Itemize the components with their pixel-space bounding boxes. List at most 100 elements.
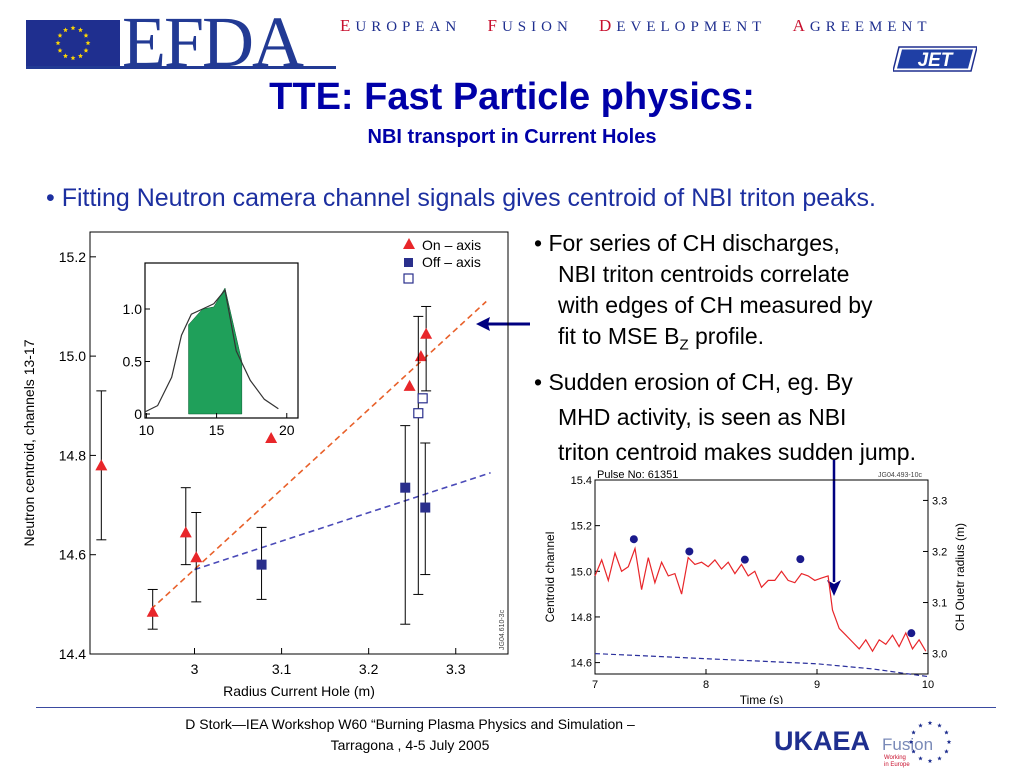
- x-tick-label: 7: [592, 679, 598, 691]
- eu-flag-logo: [26, 20, 120, 66]
- centroid-vs-radius-chart: 3 3.1 3.2 3.3 14.4 14.6 14.8 15.0 15.2 Radius Cu…: [21, 231, 509, 699]
- legend-marker-on-axis: [403, 238, 415, 249]
- y2-tick-label: 3.2: [932, 546, 947, 558]
- flag-star: [83, 32, 89, 38]
- on-axis-point: [190, 551, 203, 563]
- y-tick-label: 14.8: [571, 612, 592, 624]
- x-tick-label: 10: [922, 679, 934, 691]
- bullet-line: fit to MSE BZ profile.: [534, 321, 1014, 361]
- bullet-line: • Sudden erosion of CH, eg. By: [534, 368, 853, 395]
- legend: On – axis Off – axis: [403, 237, 481, 284]
- pulse-time-chart: 7 8 9 10 14.6 14.8 15.0 15.2 15.4 3.0 3.1 3.2 3.3 Pu…: [543, 469, 967, 704]
- x-tick-label: 9: [814, 679, 820, 691]
- y-tick-label: 15.4: [571, 475, 592, 487]
- blue-fit-line: [194, 472, 491, 571]
- ch-radius-point: [685, 547, 694, 556]
- subscript-z: Z: [679, 336, 689, 354]
- jet-logo-text: JET: [918, 50, 954, 71]
- on-axis-point: [95, 459, 108, 471]
- logo-star: [927, 720, 933, 725]
- ch-radius-dashed-line: [594, 653, 929, 678]
- org-initial: A: [792, 16, 810, 35]
- fusion-tagline: Working: [884, 755, 906, 761]
- org-word: UROPEAN: [355, 19, 462, 35]
- y2-tick-label: 3.0: [932, 649, 947, 661]
- ch-radius-point: [796, 555, 805, 564]
- organisation-name: EUROPEAN FUSION DEVELOPMENT AGREEMENT: [340, 16, 932, 36]
- bullet-line: • For series of CH discharges,: [534, 230, 840, 256]
- y-axis-label: Neutron centroid, channels 13-17: [21, 339, 37, 546]
- flag-star: [85, 40, 91, 46]
- y-tick-label: 15.2: [59, 249, 86, 265]
- inset-x-tick-label: 10: [139, 422, 155, 438]
- x-tick-label: 8: [703, 679, 709, 691]
- ch-radius-point: [907, 629, 916, 638]
- x-tick-label: 3.3: [446, 661, 466, 677]
- bullet-line: triton centroid makes sudden jump.: [558, 438, 916, 465]
- legend-marker-off-axis: [404, 258, 413, 267]
- logo-star: [911, 749, 916, 754]
- legend-label: Off – axis: [422, 254, 481, 270]
- bullet-line: MHD activity, is seen as NBI: [558, 403, 847, 430]
- inset-x-tick-label: 20: [279, 422, 295, 438]
- x-tick-label: 3: [191, 661, 199, 677]
- y-tick-label: 14.6: [571, 658, 592, 670]
- flag-star: [57, 47, 63, 53]
- ukaea-fusion-logo: UKAEA Fusion Working in Europe: [774, 720, 952, 768]
- bullet-text: fit to MSE B: [558, 323, 680, 349]
- footer-citation: D Stork—IEA Workshop W60 “Burning Plasma…: [140, 714, 680, 756]
- y2-tick-label: 3.3: [932, 495, 947, 507]
- logo-underline: [26, 66, 336, 69]
- footer-divider: [36, 707, 996, 708]
- org-initial: F: [487, 16, 502, 35]
- bullet-line: NBI triton centroids correlate: [558, 261, 850, 287]
- flag-star: [70, 25, 76, 31]
- logo-star: [944, 749, 949, 754]
- y-axis-label: Centroid channel: [543, 532, 557, 623]
- flag-star: [78, 53, 83, 59]
- y-tick-label: 15.0: [59, 348, 86, 364]
- plot-frame: [89, 231, 509, 655]
- legend-marker-open: [403, 273, 414, 284]
- ukaea-text: UKAEA: [774, 726, 870, 756]
- inset-y-tick-label: 0: [134, 406, 142, 422]
- flag-star: [63, 27, 68, 33]
- eu-stars-icon: [55, 25, 91, 61]
- flag-star: [55, 40, 61, 46]
- figure-id-label: JG04.493-10c: [878, 472, 922, 479]
- y-tick-label: 14.6: [59, 547, 86, 563]
- on-axis-point: [414, 350, 427, 362]
- chart-title: Pulse No: 61351: [597, 469, 678, 481]
- logo-star: [937, 756, 942, 761]
- flag-star: [70, 55, 76, 61]
- y-tick-label: 15.2: [571, 521, 592, 533]
- off-axis-point: [400, 482, 411, 493]
- on-axis-point: [265, 432, 278, 444]
- on-axis-point: [403, 379, 416, 391]
- off-axis-point: [420, 502, 431, 513]
- org-word: GREEMENT: [809, 19, 932, 35]
- logo-star: [911, 730, 916, 735]
- flag-star: [63, 53, 68, 59]
- inset-chart: 10 15 20 0 0.5 1.0: [123, 262, 299, 438]
- centroid-line: [594, 546, 927, 653]
- jet-logo: JET: [893, 46, 977, 72]
- logo-star: [918, 723, 923, 728]
- slide-subtitle: NBI transport in Current Holes: [367, 126, 657, 148]
- efda-logo: EFDA: [122, 2, 304, 82]
- y2-tick-label: 3.1: [932, 598, 947, 610]
- logo-star: [937, 723, 942, 728]
- ch-radius-point: [740, 555, 749, 564]
- bullet-text: profile.: [688, 323, 765, 349]
- fusion-text: Fusion: [882, 735, 933, 754]
- red-fit-line: [150, 300, 487, 610]
- logo-star: [946, 739, 952, 744]
- flag-star: [57, 32, 63, 38]
- open-square-point: [413, 408, 424, 419]
- inset-curve: [144, 288, 279, 413]
- logo-star: [908, 739, 914, 744]
- inset-y-tick-label: 1.0: [123, 301, 143, 317]
- logo-star: [927, 758, 933, 763]
- flag-star: [83, 47, 89, 53]
- x-tick-label: 3.1: [272, 661, 292, 677]
